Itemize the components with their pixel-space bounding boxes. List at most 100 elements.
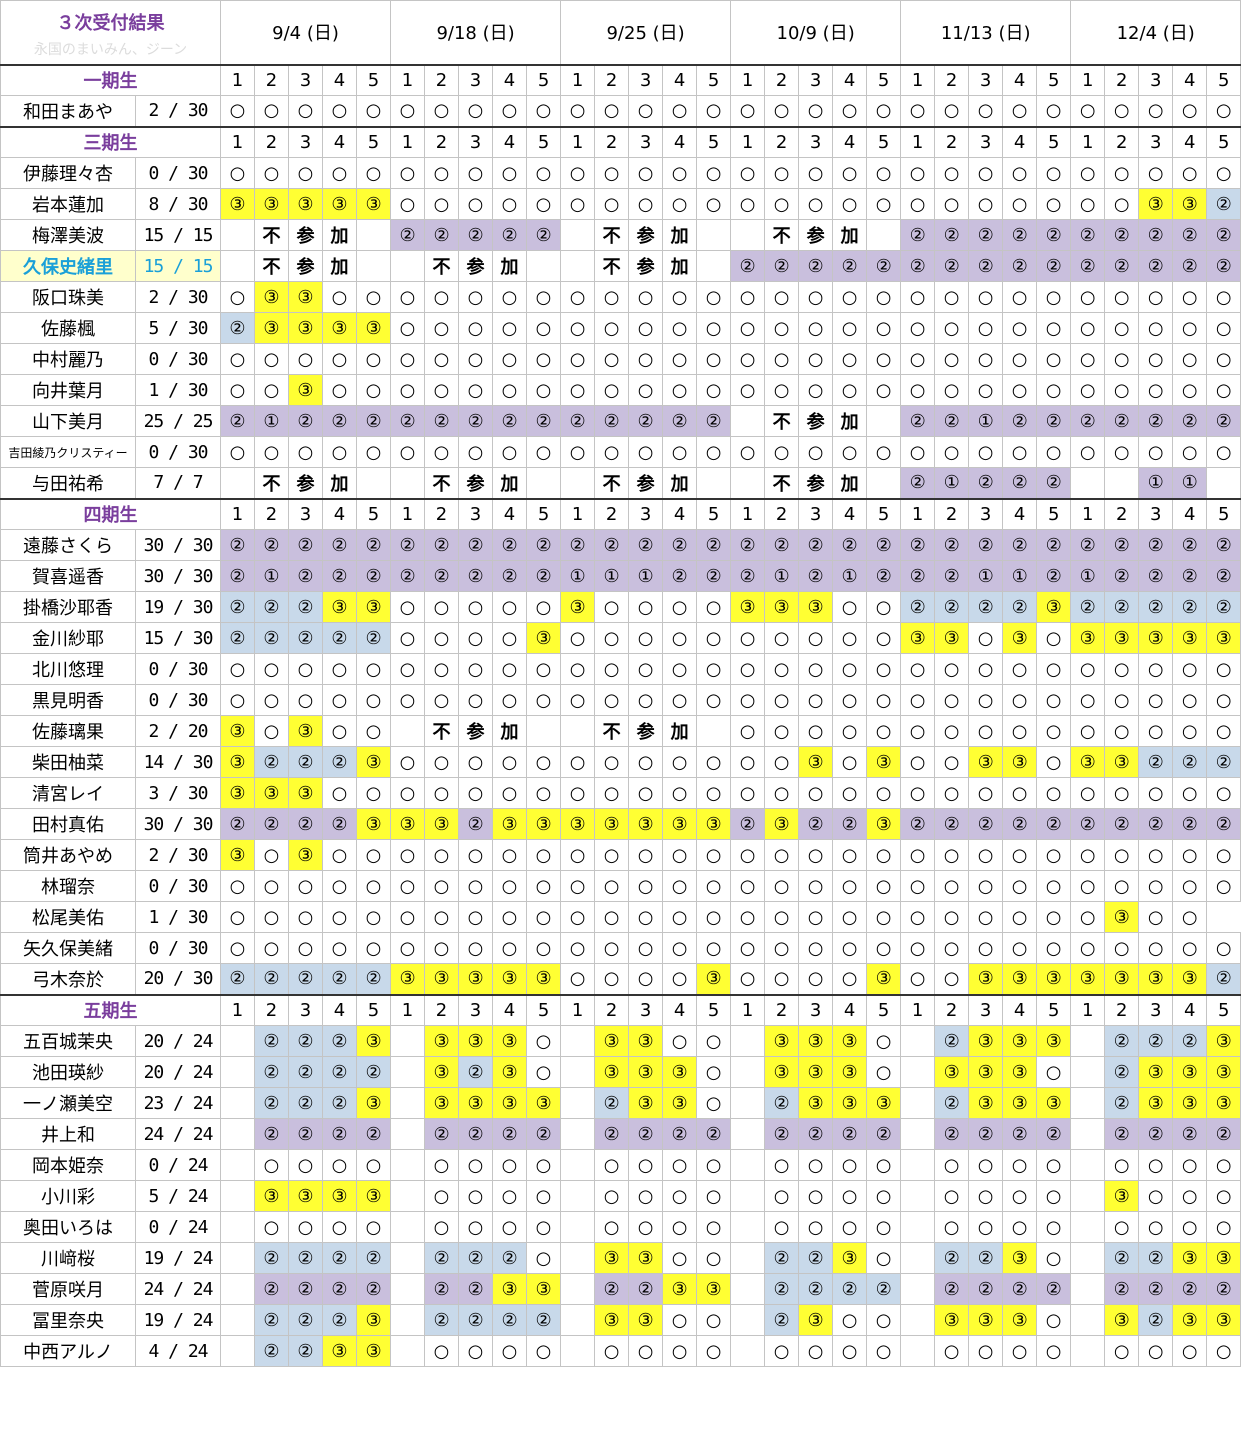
result-open: ○ <box>458 374 494 406</box>
result-open: ○ <box>934 839 970 871</box>
member-row: 岡本姫奈 0 / 24 ○ ○ ○ ○ ○ ○ ○ ○ ○ ○ ○ ○ ○ ○ ○ ○ ○ ○ ○ ○ ○ ○ ○ ○ <box>0 1149 1241 1181</box>
empty-cell <box>526 715 562 747</box>
empty-cell <box>1104 467 1140 499</box>
result-2: ② <box>1104 1056 1140 1088</box>
result-open: ○ <box>322 932 357 964</box>
result-2: ② <box>1104 250 1140 282</box>
result-open: ○ <box>492 746 528 778</box>
result-3: ③ <box>1104 1304 1140 1336</box>
result-open: ○ <box>934 343 970 375</box>
result-2: ② <box>220 560 255 592</box>
result-2: ② <box>288 591 323 623</box>
member-row: 吉田綾乃クリスティー 0 / 30 ○ ○ ○ ○ ○ ○ ○ ○ ○ ○ ○ ○ ○ ○ ○ ○ ○ ○ ○ ○ ○ ○ ○ ○… <box>0 436 1241 468</box>
result-3: ③ <box>492 1025 528 1057</box>
result-2: ② <box>696 1118 732 1150</box>
result-open: ○ <box>355 870 392 902</box>
result-open: ○ <box>696 157 732 189</box>
result-2: ② <box>254 529 289 561</box>
result-open: ○ <box>730 901 766 933</box>
result-open: ○ <box>1002 1180 1038 1212</box>
result-open: ○ <box>662 1242 698 1274</box>
result-open: ○ <box>1036 1242 1072 1274</box>
member-row: 弓木奈於 20 / 30 ② ② ② ② ② ③ ③ ③ ③ ③ ○ ○ ○ ○ ③ ○ ○ ○ ○ ③ ○ ○ ③ ③ ③ ③ ③ ③ ③… <box>0 963 1241 995</box>
result-open: ○ <box>1172 1211 1208 1243</box>
result-open: ○ <box>1036 157 1072 189</box>
result-open: ○ <box>526 343 562 375</box>
result-3: ③ <box>798 1056 834 1088</box>
not-participating-mark: 加 <box>832 405 868 437</box>
empty-cell <box>1206 467 1241 499</box>
result-open: ○ <box>900 436 936 468</box>
member-name: 梅澤美波 <box>0 219 136 251</box>
slot-number: 2 <box>594 993 630 1026</box>
result-1: ① <box>1138 467 1174 499</box>
result-open: ○ <box>1002 653 1038 685</box>
result-open: ○ <box>934 436 970 468</box>
result-open: ○ <box>1104 870 1140 902</box>
result-3: ③ <box>254 312 289 344</box>
member-row: 阪口珠美 2 / 30 ○ ③ ③ ○ ○ ○ ○ ○ ○ ○ ○ ○ ○ ○ ○ ○ ○ ○ ○ ○ ○ ○ ○ ○ ○ ○ ○ ○ ○ ○ <box>0 281 1241 313</box>
not-participating-mark: 不 <box>594 467 630 499</box>
result-open: ○ <box>1104 1211 1140 1243</box>
not-participating-mark: 参 <box>628 219 664 251</box>
result-2: ② <box>764 1087 800 1119</box>
result-2: ② <box>764 1118 800 1150</box>
result-3: ③ <box>288 281 323 313</box>
result-2: ② <box>1104 529 1140 561</box>
result-open: ○ <box>798 312 834 344</box>
result-open: ○ <box>1138 715 1174 747</box>
result-2: ② <box>798 529 834 561</box>
result-2: ② <box>220 622 255 654</box>
empty-cell <box>390 1118 426 1150</box>
result-2: ② <box>254 591 289 623</box>
result-open: ○ <box>628 932 664 964</box>
result-2: ② <box>1036 529 1072 561</box>
member-name: 黒見明香 <box>0 684 136 716</box>
result-open: ○ <box>866 870 902 902</box>
result-open: ○ <box>492 1149 528 1181</box>
result-open: ○ <box>832 95 868 127</box>
result-open: ○ <box>1104 188 1140 220</box>
result-3: ③ <box>458 1087 494 1119</box>
result-3: ③ <box>1172 1304 1208 1336</box>
result-open: ○ <box>1036 1149 1072 1181</box>
result-open: ○ <box>492 1335 528 1367</box>
member-name: 井上和 <box>0 1118 136 1150</box>
result-open: ○ <box>1104 715 1140 747</box>
empty-cell <box>220 250 255 282</box>
result-3: ③ <box>526 808 562 840</box>
result-open: ○ <box>220 343 255 375</box>
member-count: 15 / 15 <box>135 250 221 282</box>
result-open: ○ <box>934 95 970 127</box>
result-3: ③ <box>1036 1025 1072 1057</box>
result-open: ○ <box>968 1149 1004 1181</box>
result-open: ○ <box>288 684 323 716</box>
result-2: ② <box>355 1273 392 1305</box>
result-open: ○ <box>696 95 732 127</box>
result-open: ○ <box>1036 777 1072 809</box>
page-title: ３次受付結果 <box>56 13 165 35</box>
result-2: ② <box>355 1118 392 1150</box>
slot-number: 1 <box>560 993 596 1026</box>
result-open: ○ <box>866 715 902 747</box>
result-open: ○ <box>424 591 460 623</box>
result-2: ② <box>798 1273 834 1305</box>
result-open: ○ <box>1104 684 1140 716</box>
not-participating-mark: 不 <box>254 250 289 282</box>
slot-number: 5 <box>866 993 902 1026</box>
member-name: 岩本蓮加 <box>0 188 136 220</box>
result-2: ② <box>900 808 936 840</box>
result-open: ○ <box>1138 870 1174 902</box>
result-open: ○ <box>968 653 1004 685</box>
member-count: 5 / 30 <box>135 312 221 344</box>
result-3: ③ <box>628 1304 664 1336</box>
result-open: ○ <box>832 622 868 654</box>
not-participating-mark: 不 <box>254 467 289 499</box>
result-2: ② <box>288 963 323 995</box>
result-open: ○ <box>1036 95 1072 127</box>
result-open: ○ <box>1206 157 1241 189</box>
result-open: ○ <box>1172 653 1208 685</box>
result-2: ② <box>424 1273 460 1305</box>
result-open: ○ <box>1036 343 1072 375</box>
result-2: ② <box>1172 808 1208 840</box>
